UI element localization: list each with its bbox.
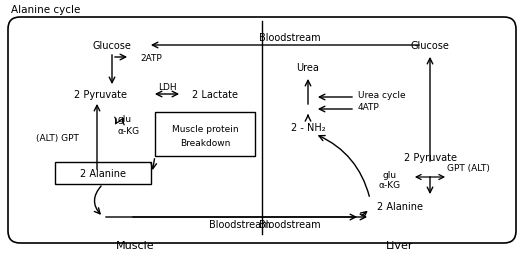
Text: Muscle: Muscle: [116, 240, 154, 250]
Text: Bloodstream: Bloodstream: [209, 219, 271, 229]
Text: Bloodstream: Bloodstream: [259, 33, 321, 43]
Text: Alanine cycle: Alanine cycle: [12, 5, 81, 15]
Text: 2 - NH₂: 2 - NH₂: [291, 122, 325, 133]
Text: 2 Alanine: 2 Alanine: [80, 168, 126, 178]
Text: 2ATP: 2ATP: [140, 53, 162, 62]
Text: 4ATP: 4ATP: [358, 103, 380, 112]
Text: GPT (ALT): GPT (ALT): [446, 163, 489, 172]
Text: α-KG: α-KG: [118, 127, 140, 136]
Text: glu: glu: [118, 115, 132, 124]
FancyBboxPatch shape: [155, 113, 255, 156]
Text: 2 Pyruvate: 2 Pyruvate: [403, 152, 456, 162]
Text: 2 Alanine: 2 Alanine: [377, 201, 423, 211]
Text: Glucose: Glucose: [411, 41, 450, 51]
Text: Bloodstream: Bloodstream: [259, 219, 321, 229]
Text: 2 Lactate: 2 Lactate: [192, 90, 238, 100]
Text: Breakdown: Breakdown: [180, 138, 230, 147]
FancyBboxPatch shape: [55, 162, 151, 184]
Text: 2 Pyruvate: 2 Pyruvate: [73, 90, 126, 100]
Text: Urea: Urea: [297, 63, 320, 73]
Text: Muscle protein: Muscle protein: [172, 125, 238, 134]
Text: Liver: Liver: [386, 240, 414, 250]
Text: glu: glu: [383, 170, 397, 179]
Text: LDH: LDH: [158, 82, 176, 91]
Text: Urea cycle: Urea cycle: [358, 90, 406, 99]
FancyBboxPatch shape: [8, 18, 516, 243]
Text: α-KG: α-KG: [379, 181, 401, 190]
Text: (ALT) GPT: (ALT) GPT: [36, 133, 79, 142]
Text: Glucose: Glucose: [93, 41, 132, 51]
